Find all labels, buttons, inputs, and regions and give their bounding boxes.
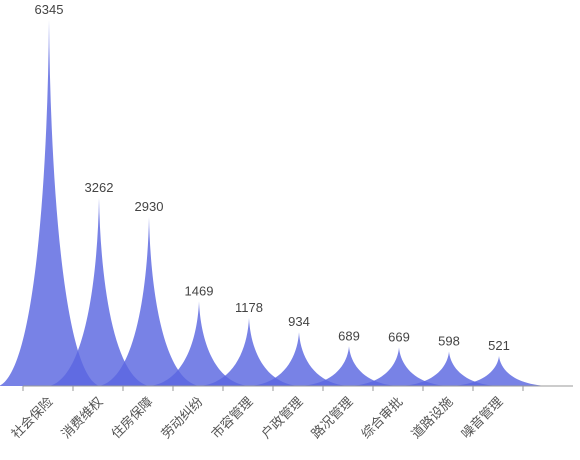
spike-mark[interactable] <box>449 355 549 386</box>
value-label: 1469 <box>185 283 214 298</box>
value-label: 669 <box>388 329 410 344</box>
category-labels: 社会保险 消费维权 住房保障 劳动纠纷 市容管理 户政管理 路况管理 综合审批 道路设施 噪音管理 <box>8 394 506 442</box>
category-label: 道路设施 <box>408 394 456 442</box>
value-label: 521 <box>488 338 510 353</box>
category-label: 劳动纠纷 <box>158 394 206 442</box>
value-labels: 6345 3262 2930 1469 1178 934 689 669 598 521 <box>35 2 510 353</box>
spike-mark[interactable] <box>49 197 149 386</box>
spike-mark[interactable] <box>99 216 199 386</box>
category-label: 市容管理 <box>208 394 256 442</box>
spike-mark[interactable] <box>299 346 399 386</box>
spike-mark[interactable] <box>0 20 99 386</box>
spike-mark[interactable] <box>249 332 349 386</box>
value-label: 3262 <box>85 180 114 195</box>
category-label: 综合审批 <box>359 395 406 442</box>
spike-mark[interactable] <box>399 351 499 386</box>
x-axis-ticks <box>22 386 524 391</box>
category-label: 路况管理 <box>308 394 356 442</box>
value-label: 2930 <box>135 199 164 214</box>
category-label: 噪音管理 <box>458 394 506 442</box>
spike-mark[interactable] <box>149 301 249 386</box>
spike-mark[interactable] <box>199 318 299 386</box>
category-label: 消费维权 <box>58 394 106 442</box>
spike-series <box>0 20 549 386</box>
value-label: 934 <box>288 314 310 329</box>
spike-mark[interactable] <box>349 347 449 386</box>
value-label: 6345 <box>35 2 64 17</box>
value-label: 689 <box>338 328 360 343</box>
value-label: 1178 <box>235 300 263 315</box>
category-label: 社会保险 <box>8 394 56 442</box>
category-label: 住房保障 <box>108 394 156 442</box>
category-label: 户政管理 <box>258 394 306 442</box>
value-label: 598 <box>438 334 460 349</box>
